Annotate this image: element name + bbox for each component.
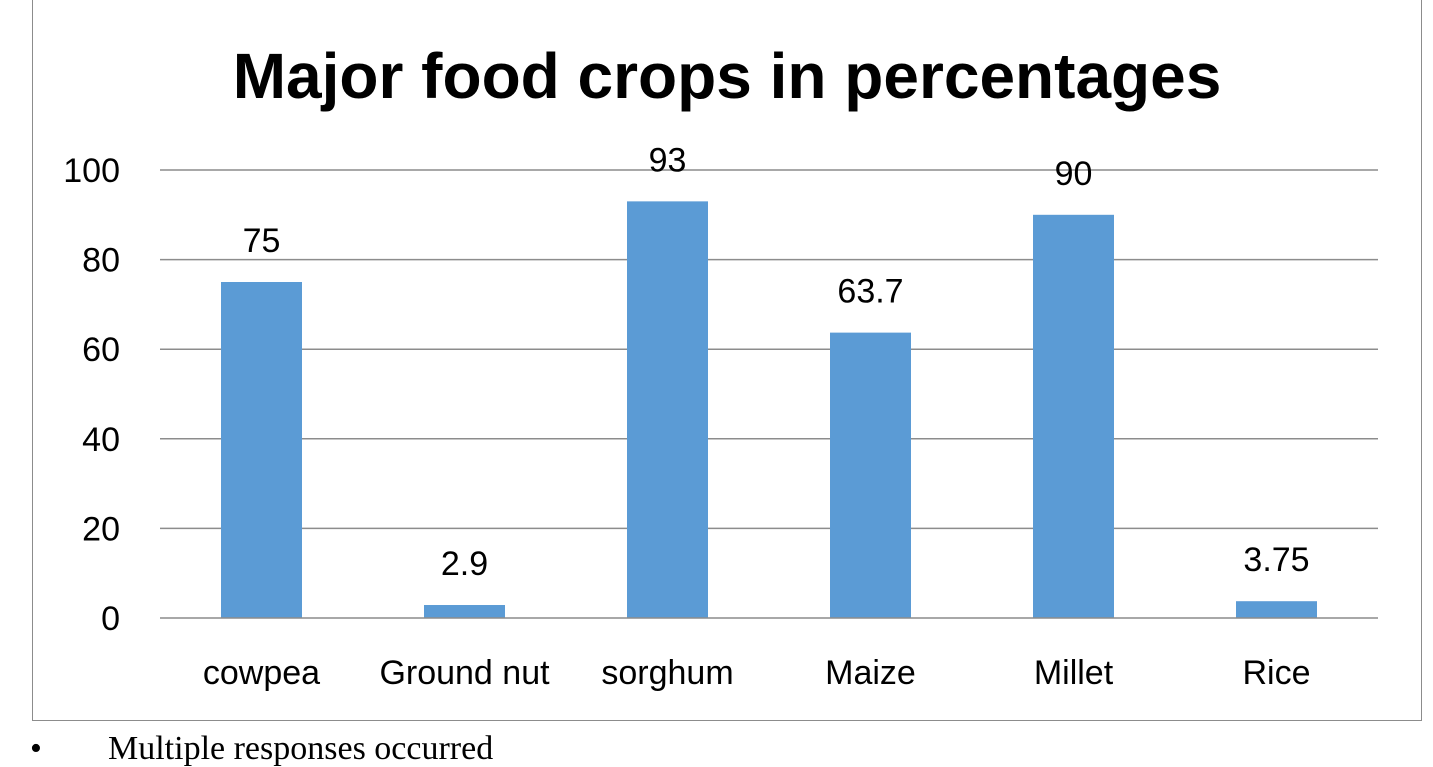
y-tick-label: 20 [82, 510, 120, 548]
y-tick-label: 100 [63, 152, 120, 190]
data-label: 75 [243, 222, 281, 260]
y-tick-label: 60 [82, 331, 120, 369]
bar [830, 332, 911, 618]
x-axis-tick-labels: cowpea Ground nut sorghum Maize Millet Rice [203, 654, 1311, 692]
y-tick-label: 80 [82, 242, 120, 280]
bar [1236, 601, 1317, 618]
x-tick-label: cowpea [203, 654, 320, 692]
data-label: 90 [1055, 155, 1093, 193]
x-tick-label: Rice [1242, 654, 1310, 692]
data-label: 63.7 [837, 273, 903, 311]
bar [424, 605, 505, 618]
chart-title: Major food crops in percentages [233, 40, 1222, 112]
y-tick-label: 0 [101, 600, 120, 638]
data-labels: 75 2.9 93 63.7 90 3.75 [243, 141, 1310, 583]
footnote-text: Multiple responses occurred [108, 730, 494, 767]
y-axis-tick-labels: 0 20 40 60 80 100 [63, 152, 120, 638]
x-tick-label: sorghum [601, 654, 733, 692]
bar [1033, 214, 1114, 619]
footnote-bullet: • [30, 730, 42, 767]
x-tick-label: Maize [825, 654, 916, 692]
gridlines [160, 169, 1378, 530]
bar [627, 201, 708, 619]
bar [221, 282, 302, 618]
data-label: 93 [649, 141, 687, 179]
x-tick-label: Millet [1034, 654, 1114, 692]
y-tick-label: 40 [82, 421, 120, 459]
x-tick-label: Ground nut [379, 654, 550, 692]
footnote: • Multiple responses occurred [30, 732, 493, 766]
data-label: 2.9 [441, 545, 488, 583]
data-label: 3.75 [1243, 541, 1309, 579]
bars [221, 201, 1317, 619]
